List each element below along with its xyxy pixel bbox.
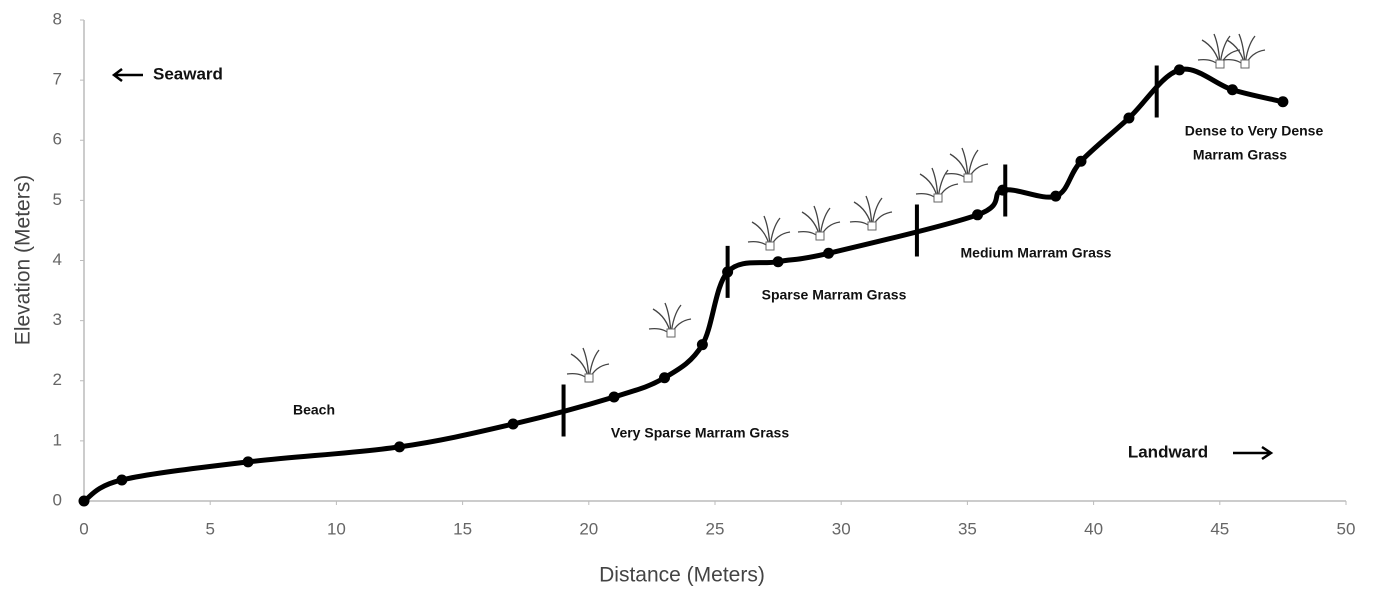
zone-label: Marram Grass [1193,147,1287,163]
grass-icon [1197,33,1241,67]
grass-icon [915,167,959,201]
grass-icon [963,173,973,183]
landward-arrow [1233,445,1274,461]
x-tick-label: 5 [205,519,214,538]
x-tick-label: 20 [579,519,598,538]
point [1123,112,1135,124]
x-tick-label: 15 [453,519,472,538]
y-tick-label: 4 [53,250,62,269]
point [1050,190,1062,202]
grass-icon [797,205,841,239]
seaward-arrow [111,68,143,82]
x-tick-label: 35 [958,519,977,538]
x-tick-label: 0 [79,519,88,538]
point [1173,64,1185,76]
y-tick-label: 8 [53,9,62,28]
grass-icon [584,373,594,383]
point [659,372,671,384]
y-tick-label: 3 [53,310,62,329]
y-axis-title: Elevation (Meters) [12,175,35,345]
grass-icon [1215,59,1225,69]
x-tick-label: 30 [832,519,851,538]
grass-icon [566,347,610,381]
zone-label: Very Sparse Marram Grass [611,425,789,441]
grass-icon [945,147,989,181]
point [507,418,519,430]
x-tick-label: 45 [1210,519,1229,538]
point [608,391,620,403]
point [772,256,784,268]
x-tick-label: 50 [1337,519,1356,538]
zone-label: Medium Marram Grass [961,245,1112,261]
grass-icon [1222,33,1266,67]
y-tick-label: 5 [53,190,62,209]
y-tick-label: 2 [53,370,62,389]
x-tick-label: 25 [706,519,725,538]
grass-icon [648,302,692,336]
point [242,456,254,468]
y-tick-label: 1 [53,430,62,449]
grass-icon [867,221,877,231]
grass-icon [815,231,825,241]
line [82,66,1284,504]
grass-icon [765,241,775,251]
point [394,441,405,453]
point [1226,84,1238,96]
point [116,474,128,486]
grass-icon [933,193,943,203]
grass-icon [666,328,676,338]
point [1075,155,1087,167]
y-tick-label: 6 [53,130,62,149]
y-tick-label: 0 [53,490,62,509]
x-tick-label: 10 [327,519,346,538]
zone-label: Sparse Marram Grass [762,287,907,303]
grass-icon [1240,59,1250,69]
point [78,495,90,507]
zone-label: Dense to Very Dense [1185,123,1324,139]
x-tick-label: 40 [1084,519,1103,538]
seaward-label: Seaward [153,64,223,83]
point [696,339,708,351]
landward-label: Landward [1128,442,1208,461]
point [823,247,835,259]
grass-icon [849,195,893,229]
zone-label: Beach [293,402,335,418]
point [1277,96,1289,108]
x-axis-title: Distance (Meters) [599,564,765,587]
y-tick-label: 7 [53,70,62,89]
point [971,209,983,221]
grass-icon [747,215,791,249]
